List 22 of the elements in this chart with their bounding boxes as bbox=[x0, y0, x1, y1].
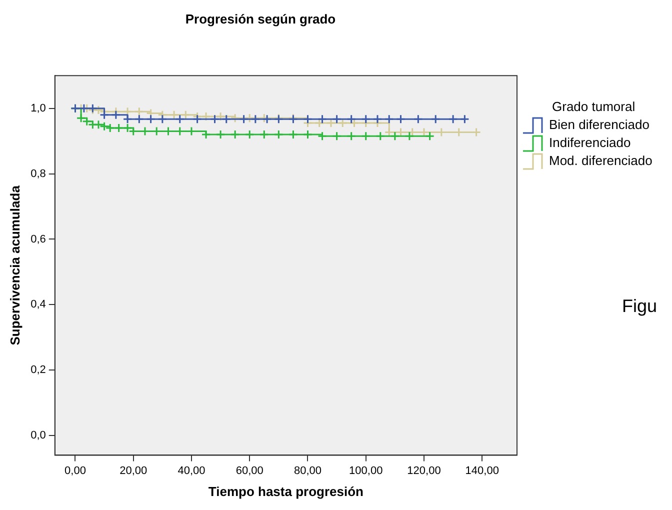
x-tick-label: 0,00 bbox=[64, 464, 86, 477]
y-tick-label: 0,8 bbox=[30, 168, 46, 180]
chart-title: Progresión según grado bbox=[185, 11, 336, 26]
x-tick-label: 60,00 bbox=[236, 464, 264, 477]
y-axis-title: Supervivencia acumulada bbox=[7, 184, 22, 346]
y-tick-label: 0,2 bbox=[30, 364, 46, 376]
legend-label: Indiferenciado bbox=[549, 134, 631, 152]
x-tick-label: 80,00 bbox=[294, 464, 322, 477]
x-tick-label: 20,00 bbox=[120, 464, 148, 477]
y-tick-label: 0,4 bbox=[30, 298, 46, 311]
y-tick-label: 0,6 bbox=[30, 233, 46, 246]
text: Figu bbox=[622, 296, 658, 317]
x-tick-label: 120,00 bbox=[407, 464, 441, 477]
y-tick-label: 0,0 bbox=[30, 430, 46, 442]
x-tick-label: 40,00 bbox=[178, 464, 206, 477]
legend-label: Mod. diferenciado bbox=[549, 152, 652, 170]
legend-label: Bien diferenciado bbox=[549, 116, 650, 134]
x-axis-title: Tiempo hasta progresión bbox=[208, 484, 364, 499]
y-tick-label: 1,0 bbox=[30, 102, 46, 114]
x-tick-label: 100,00 bbox=[349, 464, 383, 477]
legend-title: Grado tumoral bbox=[551, 98, 636, 116]
x-tick-label: 140,00 bbox=[465, 464, 499, 477]
